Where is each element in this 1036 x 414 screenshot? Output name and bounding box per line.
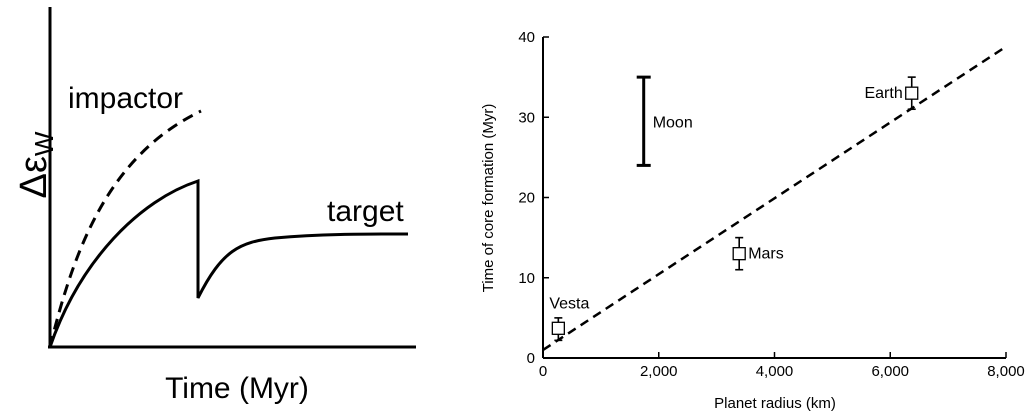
left-panel: impactor target Time (Myr) ΔεW	[13, 7, 416, 405]
points-group: Vesta Mars Earth	[549, 76, 919, 342]
trend-line-group	[542, 45, 1007, 352]
right-x-axis-label: Planet radius (km)	[714, 395, 836, 412]
left-y-axis-label: ΔεW	[13, 131, 59, 198]
x-tick-label: 2,000	[640, 363, 678, 380]
right-panel: 0 2,000 4,000 6,000 8,000 0 10 20 30 40 Moon Ves…	[480, 29, 1025, 412]
x-ticks: 0 2,000 4,000 6,000 8,000	[539, 352, 1025, 380]
y-tick-label: 30	[518, 109, 535, 126]
x-tick-label: 8,000	[987, 363, 1025, 380]
impactor-label: impactor	[68, 82, 183, 115]
x-tick-label: 6,000	[871, 363, 909, 380]
data-point-marker	[905, 86, 919, 100]
moon-range-group: Moon	[636, 75, 693, 167]
data-point-marker	[732, 247, 746, 261]
right-y-axis-label: Time of core formation (Myr)	[480, 104, 497, 293]
moon-label: Moon	[653, 114, 693, 131]
svg-text:ΔεW: ΔεW	[13, 131, 59, 198]
x-tick-label: 0	[539, 363, 547, 380]
left-y-axis-label-sub: W	[29, 131, 59, 156]
data-point-marker	[551, 321, 565, 335]
y-tick-label: 10	[518, 270, 535, 287]
y-tick-label: 40	[518, 29, 535, 46]
data-point-label: Vesta	[549, 295, 589, 312]
left-x-axis-label: Time (Myr)	[165, 372, 309, 405]
y-tick-label: 0	[527, 350, 535, 367]
y-ticks: 0 10 20 30 40	[518, 29, 549, 367]
trend-line	[542, 45, 1007, 352]
target-label: target	[327, 195, 404, 228]
impactor-curve	[48, 109, 202, 348]
target-curve	[48, 178, 409, 348]
left-y-axis-label-base: Δε	[13, 156, 55, 198]
y-tick-label: 20	[518, 190, 535, 207]
data-point-label: Earth	[864, 85, 902, 102]
data-point-label: Mars	[748, 246, 784, 263]
x-tick-label: 4,000	[756, 363, 794, 380]
